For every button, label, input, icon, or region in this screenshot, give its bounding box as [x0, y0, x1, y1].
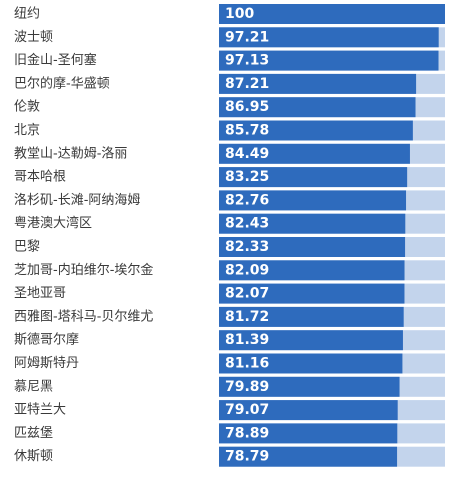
value-label: 85.78 — [225, 123, 269, 139]
category-label: 休斯顿 — [14, 449, 53, 464]
value-label: 83.25 — [225, 169, 269, 185]
bar-row: 伦敦 86.95 — [14, 97, 445, 118]
bar — [219, 167, 408, 188]
bar — [219, 400, 398, 421]
value-label: 78.89 — [225, 425, 269, 441]
bar-row: 波士顿 97.21 — [14, 27, 445, 48]
bar-row: 北京 85.78 — [14, 120, 445, 141]
bar — [219, 376, 400, 397]
value-label: 81.39 — [225, 332, 269, 348]
value-label: 81.72 — [225, 309, 269, 325]
bar — [219, 213, 406, 234]
bar — [219, 190, 407, 211]
value-label: 97.21 — [225, 29, 269, 45]
value-label: 79.89 — [225, 379, 269, 395]
category-label: 粤港澳大湾区 — [14, 215, 92, 231]
bar — [219, 143, 410, 164]
value-label: 100 — [225, 6, 254, 22]
bar-row: 巴尔的摩-华盛顿 87.21 — [14, 73, 445, 94]
bar-row: 洛杉矶-长滩-阿纳海姆 82.76 — [14, 190, 445, 211]
bar-row: 纽约 100 — [14, 4, 445, 24]
value-label: 86.95 — [225, 99, 269, 115]
category-label: 匹兹堡 — [14, 425, 53, 441]
category-label: 亚特兰大 — [14, 403, 66, 418]
category-label: 哥本哈根 — [14, 170, 66, 185]
bar-row: 圣地亚哥 82.07 — [14, 283, 445, 304]
bar — [219, 73, 417, 94]
bar-row: 哥本哈根 83.25 — [14, 167, 445, 188]
bar-row: 巴黎 82.33 — [14, 237, 445, 257]
category-label: 伦敦 — [14, 99, 40, 115]
value-label: 97.13 — [225, 53, 269, 69]
category-label: 圣地亚哥 — [14, 286, 66, 301]
bar-row: 亚特兰大 79.07 — [14, 400, 445, 421]
value-label: 81.16 — [225, 356, 269, 372]
bar — [219, 283, 405, 304]
bar-row: 斯德哥尔摩 81.39 — [14, 330, 445, 351]
value-label: 82.07 — [225, 286, 269, 302]
value-label: 79.07 — [225, 402, 269, 418]
category-label: 洛杉矶-长滩-阿纳海姆 — [14, 193, 140, 208]
bar — [219, 306, 404, 327]
bar-row: 阿姆斯特丹 81.16 — [14, 353, 445, 374]
bar — [219, 4, 445, 24]
value-label: 82.33 — [225, 239, 269, 255]
bar-row: 休斯顿 78.79 — [14, 446, 445, 467]
bar — [219, 237, 406, 257]
bar-row: 教堂山-达勒姆-洛丽 84.49 — [14, 143, 445, 164]
category-label: 教堂山-达勒姆-洛丽 — [14, 145, 127, 161]
category-label: 巴尔的摩-华盛顿 — [14, 75, 110, 91]
category-label: 西雅图-塔科马-贝尔维尤 — [14, 309, 153, 324]
bar — [219, 353, 403, 374]
bar — [219, 27, 439, 48]
category-label: 阿姆斯特丹 — [14, 356, 79, 371]
value-label: 82.09 — [225, 262, 269, 278]
category-label: 旧金山-圣何塞 — [14, 52, 97, 68]
bar-row: 慕尼黑 79.89 — [14, 376, 445, 397]
category-label: 芝加哥-内珀维尔-埃尔金 — [14, 262, 153, 278]
category-label: 巴黎 — [14, 240, 40, 255]
bar — [219, 446, 398, 467]
bar-row: 粤港澳大湾区 82.43 — [14, 213, 445, 234]
bar — [219, 97, 416, 118]
bar-row: 西雅图-塔科马-贝尔维尤 81.72 — [14, 306, 445, 327]
category-label: 慕尼黑 — [14, 379, 53, 394]
value-label: 82.76 — [225, 192, 269, 208]
bar — [219, 260, 405, 281]
category-label: 纽约 — [14, 7, 40, 22]
value-label: 87.21 — [225, 76, 269, 92]
bar — [219, 50, 439, 71]
bar-row: 旧金山-圣何塞 97.13 — [14, 50, 445, 71]
category-label: 北京 — [14, 123, 40, 138]
value-label: 84.49 — [225, 146, 269, 162]
bar — [219, 423, 398, 444]
category-label: 斯德哥尔摩 — [14, 332, 79, 348]
value-label: 82.43 — [225, 216, 269, 232]
category-label: 波士顿 — [14, 30, 53, 45]
bar-row: 芝加哥-内珀维尔-埃尔金 82.09 — [14, 260, 445, 281]
bar — [219, 330, 403, 351]
bar-row: 匹兹堡 78.89 — [14, 423, 445, 444]
bar — [219, 120, 413, 141]
value-label: 78.79 — [225, 449, 269, 465]
